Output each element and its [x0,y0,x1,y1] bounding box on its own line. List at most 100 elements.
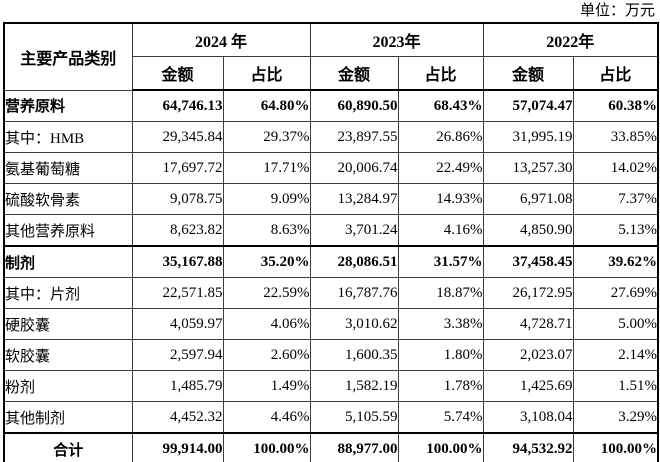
table-row-soft-capsules: 软胶囊 2,597.94 2.60% 1,600.35 1.80% 2,023.… [3,339,659,371]
share-2023: 14.93% [397,183,484,215]
share-2023: 4.16% [397,214,484,247]
amount-2024: 1,485.79 [131,370,224,402]
share-2023: 100.00% [397,432,484,462]
share-header-2023: 占比 [397,56,484,91]
share-2023: 31.57% [397,245,484,278]
table-row-other-nutrition: 其他营养原料 8,623.82 8.63% 3,701.24 4.16% 4,8… [3,214,659,247]
share-2023: 18.87% [397,277,484,309]
share-2024: 4.46% [222,401,311,434]
amount-2023: 28,086.51 [309,245,399,278]
share-2023: 26.86% [397,121,484,153]
amount-2022: 57,074.47 [482,89,574,122]
amount-2022: 3,108.04 [482,401,574,434]
amount-2024: 29,345.84 [131,121,224,153]
share-2023: 1.80% [397,339,484,371]
amount-2022: 4,728.71 [482,308,574,340]
share-2022: 33.85% [572,121,659,153]
amount-header-2023: 金额 [309,56,399,91]
table-row-powder: 粉剂 1,485.79 1.49% 1,582.19 1.78% 1,425.6… [3,370,659,402]
amount-2023: 16,787.76 [309,277,399,309]
table-row-glucosamine: 氨基葡萄糖 17,697.72 17.71% 20,006.74 22.49% … [3,152,659,184]
share-2022: 100.00% [572,432,659,462]
amount-2023: 20,006.74 [309,152,399,184]
amount-2022: 4,850.90 [482,214,574,247]
amount-2022: 2,023.07 [482,339,574,371]
row-label: 其中：片剂 [3,277,133,309]
share-2024: 22.59% [222,277,311,309]
amount-2023: 60,890.50 [309,89,399,122]
year-header-2023: 2023年 [309,22,484,57]
table-row-tablets: 其中：片剂 22,571.85 22.59% 16,787.76 18.87% … [3,277,659,309]
amount-2022: 94,532.92 [482,432,574,462]
share-2022: 7.37% [572,183,659,215]
row-label: 其中：HMB [3,121,133,153]
row-label: 氨基葡萄糖 [3,152,133,184]
share-2024: 64.80% [222,89,311,122]
amount-2024: 4,452.32 [131,401,224,434]
share-2022: 5.13% [572,214,659,247]
amount-2024: 17,697.72 [131,152,224,184]
amount-2022: 6,971.08 [482,183,574,215]
share-2022: 3.29% [572,401,659,434]
amount-2024: 35,167.88 [131,245,224,278]
unit-note: 单位：万元 [579,3,655,19]
amount-2022: 1,425.69 [482,370,574,402]
amount-2022: 26,172.95 [482,277,574,309]
row-label: 粉剂 [3,370,133,402]
row-label: 合计 [3,432,133,462]
table-row-preparations: 制剂 35,167.88 35.20% 28,086.51 31.57% 37,… [3,245,659,278]
share-2023: 5.74% [397,401,484,434]
amount-2024: 8,623.82 [131,214,224,247]
table-row-other-preparations: 其他制剂 4,452.32 4.46% 5,105.59 5.74% 3,108… [3,401,659,434]
amount-2023: 23,897.55 [309,121,399,153]
share-2022: 60.38% [572,89,659,122]
amount-2023: 3,701.24 [309,214,399,247]
share-2022: 39.62% [572,245,659,278]
amount-2023: 13,284.97 [309,183,399,215]
row-label: 硫酸软骨素 [3,183,133,215]
amount-2023: 88,977.00 [309,432,399,462]
table-row-hard-capsules: 硬胶囊 4,059.97 4.06% 3,010.62 3.38% 4,728.… [3,308,659,340]
amount-2024: 2,597.94 [131,339,224,371]
amount-2023: 5,105.59 [309,401,399,434]
row-label: 硬胶囊 [3,308,133,340]
share-2024: 1.49% [222,370,311,402]
share-2022: 5.00% [572,308,659,340]
amount-2024: 22,571.85 [131,277,224,309]
table-row-total: 合计 99,914.00 100.00% 88,977.00 100.00% 9… [3,432,659,462]
amount-2022: 13,257.30 [482,152,574,184]
share-2023: 3.38% [397,308,484,340]
share-2024: 8.63% [222,214,311,247]
sub-header-row: 金额 占比 金额 占比 金额 占比 [4,56,659,91]
share-2024: 9.09% [222,183,311,215]
share-2024: 17.71% [222,152,311,184]
share-2024: 2.60% [222,339,311,371]
amount-header-2024: 金额 [131,56,224,91]
row-label: 其他营养原料 [3,214,133,247]
row-label: 软胶囊 [3,339,133,371]
share-2024: 100.00% [222,432,311,462]
share-2024: 4.06% [222,308,311,340]
amount-2024: 99,914.00 [131,432,224,462]
amount-2023: 3,010.62 [309,308,399,340]
row-label: 制剂 [3,245,133,278]
amount-2022: 31,995.19 [482,121,574,153]
share-2022: 2.14% [572,339,659,371]
amount-2024: 64,746.13 [131,89,224,122]
row-label: 其他制剂 [3,401,133,434]
share-2022: 1.51% [572,370,659,402]
amount-2023: 1,600.35 [309,339,399,371]
year-header-2022: 2022年 [482,22,659,57]
amount-2024: 4,059.97 [131,308,224,340]
amount-2024: 9,078.75 [131,183,224,215]
row-label: 营养原料 [3,89,133,122]
share-2022: 14.02% [572,152,659,184]
category-header: 主要产品类别 [3,22,133,91]
table-row-chondroitin: 硫酸软骨素 9,078.75 9.09% 13,284.97 14.93% 6,… [3,183,659,215]
year-header-row: 主要产品类别 2024 年 2023年 2022年 [3,22,659,91]
amount-2023: 1,582.19 [309,370,399,402]
table-row-nutrition-materials: 营养原料 64,746.13 64.80% 60,890.50 68.43% 5… [3,89,659,122]
share-2024: 29.37% [222,121,311,153]
table-row-hmb: 其中：HMB 29,345.84 29.37% 23,897.55 26.86%… [3,121,659,153]
